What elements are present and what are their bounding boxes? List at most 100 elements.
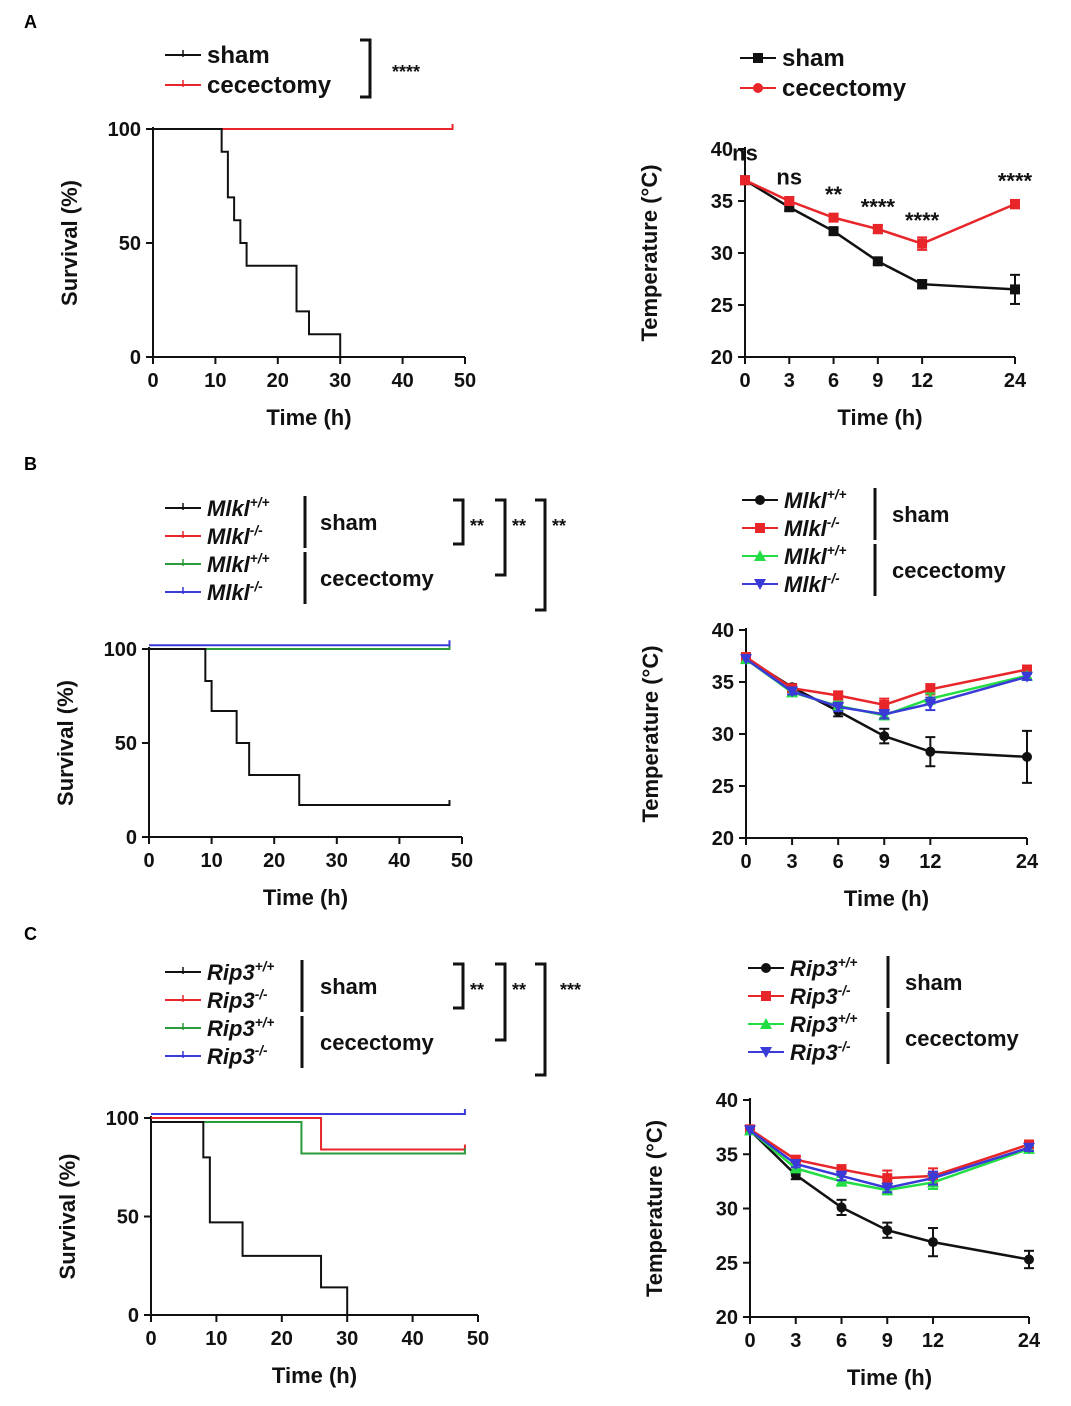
B-survival-sig-bracket-label-2: ** <box>552 516 566 536</box>
C-temperature-y-tick-label-4: 40 <box>716 1090 738 1112</box>
A-temperature-legend-label-main-0: sham <box>782 45 845 72</box>
B-survival-y-tick-label-1: 50 <box>115 733 137 755</box>
C-survival-chart: 0 10 20 30 40 50 0 50 100 Time (h) Survival (%) <box>55 1108 489 1388</box>
B-temperature-legend-label-sup-3: -/- <box>827 571 840 586</box>
B-temperature-series-0-point-3 <box>879 731 890 742</box>
A-temperature-legend-marker-1 <box>753 83 763 93</box>
A-survival-x-tick-label-5: 50 <box>454 370 476 392</box>
A-temperature-legend-label-0: sham <box>782 45 845 72</box>
C-temperature-series-1-point-2 <box>836 1164 847 1175</box>
B-survival-sig-bracket-label-0: ** <box>470 516 484 536</box>
B-survival-legend-label-sup-0: +/+ <box>250 495 270 510</box>
A-survival-legend-label-1: cecectomy <box>207 72 332 99</box>
B-survival-x-tick-label-4: 40 <box>388 850 410 872</box>
C-temperature-y-axis-label: Temperature (°C) <box>642 1120 667 1297</box>
B-survival-legend-label-0: Mlkl+/+ <box>207 495 270 521</box>
A-survival-sig-bracket-0 <box>360 38 372 99</box>
B-temperature-series-3-point-2 <box>832 701 845 713</box>
C-survival-legend-label-sup-3: -/- <box>255 1043 268 1058</box>
C-survival-x-tick-label-4: 40 <box>401 1328 423 1350</box>
B-survival-legend-label-2: Mlkl+/+ <box>207 551 270 577</box>
B-temperature-legend-marker-1 <box>755 523 765 533</box>
A-survival-x-tick-label-1: 10 <box>204 370 226 392</box>
B-temperature-x-tick-label-2: 6 <box>833 851 844 873</box>
B-temperature-x-tick-label-0: 0 <box>740 851 751 873</box>
B-temperature-series-3-point-0 <box>740 654 752 666</box>
C-temperature-x-axis-label: Time (h) <box>847 1365 932 1390</box>
C-temperature-legend-label-1: Rip3-/- <box>790 983 851 1009</box>
B-survival-legend-label-3: Mlkl-/- <box>207 579 263 605</box>
B-temperature-legend-label-main-1: Mlkl <box>784 516 828 541</box>
A-survival-chart: 0 10 20 30 40 50 0 50 100 Time (h) Survival (%) <box>57 119 476 430</box>
C-temperature-legend-marker-1 <box>761 991 771 1001</box>
A-survival-x-tick-label-3: 30 <box>329 370 351 392</box>
C-survival-series-2-line <box>151 1120 465 1155</box>
C-temperature-y-tick-label-0: 20 <box>716 1307 738 1329</box>
C-temperature-legend-label-2: Rip3+/+ <box>790 1011 857 1037</box>
B-temperature-series-3-point-1 <box>786 686 799 698</box>
B-survival-legend-label-sup-2: +/+ <box>250 551 270 566</box>
C-survival-y-tick-label-2: 100 <box>106 1108 139 1130</box>
B-survival-y-tick-label-2: 100 <box>104 639 137 661</box>
A-temperature-annotation-4: **** <box>905 208 940 233</box>
A-temperature-annotation-3: **** <box>861 195 896 220</box>
C-survival-x-axis-label: Time (h) <box>272 1363 357 1388</box>
C-survival-y-tick-label-1: 50 <box>117 1207 139 1229</box>
B-temperature-legend-label-sup-0: +/+ <box>827 487 847 502</box>
B-temperature-legend-label-1: Mlkl-/- <box>784 515 840 541</box>
A-temperature-series-1-point-3 <box>872 224 883 235</box>
B-temperature-legend-marker-3 <box>754 579 766 590</box>
C-survival-x-tick-label-1: 10 <box>205 1328 227 1350</box>
B-survival-legend-label-sup-3: -/- <box>250 579 263 594</box>
C-temperature-series-3-point-0 <box>744 1125 756 1137</box>
A-survival-legend-label-main-0: sham <box>207 42 270 69</box>
B-survival-chart: 0 10 20 30 40 50 0 50 100 Time (h) Survival (%) <box>53 639 473 910</box>
B-temperature-series-1-line <box>745 656 1028 707</box>
A-temperature-x-tick-label-5: 24 <box>1004 370 1027 392</box>
C-survival-legend-label-3: Rip3-/- <box>207 1043 268 1069</box>
B-temperature-legend-label-3: Mlkl-/- <box>784 571 840 597</box>
C-temperature-legend-marker-3 <box>760 1047 772 1058</box>
A-temperature-series-1-point-1 <box>784 196 795 206</box>
A-temperature-x-tick-label-2: 6 <box>828 370 839 392</box>
C-survival-y-tick-label-0: 0 <box>128 1305 139 1327</box>
A-temperature-y-axis-label: Temperature (°C) <box>637 164 662 341</box>
C-temperature-group-label-1: cecectomy <box>905 1026 1020 1051</box>
A-temperature-x-tick-label-1: 3 <box>784 370 795 392</box>
A-temperature-legend-label-main-1: cecectomy <box>782 75 907 102</box>
C-temperature-series-3-point-4 <box>927 1173 940 1185</box>
A-temperature-series-0-point-5 <box>1010 284 1020 295</box>
C-survival-legend-label-sup-2: +/+ <box>255 1015 275 1030</box>
A-survival-x-tick-label-2: 20 <box>267 370 289 392</box>
A-temperature-series-0-point-4 <box>917 279 928 290</box>
C-survival-legend-label-main-2: Rip3 <box>207 1016 255 1041</box>
B-temperature-x-tick-label-5: 24 <box>1016 851 1039 873</box>
C-temperature-series-3-line <box>749 1129 1030 1190</box>
B-temperature-y-tick-label-0: 20 <box>712 828 734 850</box>
B-temperature-y-tick-label-3: 35 <box>712 672 734 694</box>
B-temperature-series-1-point-5 <box>1022 664 1032 675</box>
C-survival-legend-label-2: Rip3+/+ <box>207 1015 274 1041</box>
A-survival-legend-label-0: sham <box>207 42 270 69</box>
C-temperature-x-tick-label-2: 6 <box>836 1330 847 1352</box>
B-temperature-series-3-point-4 <box>924 698 937 710</box>
B-temperature-chart: 0 3 6 9 12 24 20 25 30 35 40 Time (h) Temperature (°… <box>638 620 1039 911</box>
C-survival-legend-label-sup-0: +/+ <box>255 959 275 974</box>
C-survival-series-3-line <box>151 1120 349 1315</box>
B-temperature-series-0-point-4 <box>925 746 936 757</box>
B-temperature-legend-marker-0 <box>755 495 765 505</box>
C-survival-legend-label-sup-1: -/- <box>255 987 268 1002</box>
A-temperature-x-tick-label-0: 0 <box>739 370 750 392</box>
C-survival-group-label-1: cecectomy <box>320 1030 435 1055</box>
C-survival-legend-label-1: Rip3-/- <box>207 987 268 1013</box>
C-survival-legend-label-main-1: Rip3 <box>207 988 255 1013</box>
A-temperature-y-tick-label-1: 25 <box>711 295 733 317</box>
A-temperature-series-1-point-4 <box>917 238 928 249</box>
C-temperature-legend-label-main-1: Rip3 <box>790 984 838 1009</box>
B-survival-legend-label-main-1: Mlkl <box>207 524 251 549</box>
B-temperature-y-tick-label-2: 30 <box>712 724 734 746</box>
C-temperature-series-3-point-2 <box>835 1170 848 1182</box>
C-survival-sig-bracket-0 <box>453 962 465 1010</box>
A-survival-y-tick-label-0: 0 <box>130 347 141 369</box>
A-survival-sig-bracket-label-0: **** <box>392 62 420 82</box>
